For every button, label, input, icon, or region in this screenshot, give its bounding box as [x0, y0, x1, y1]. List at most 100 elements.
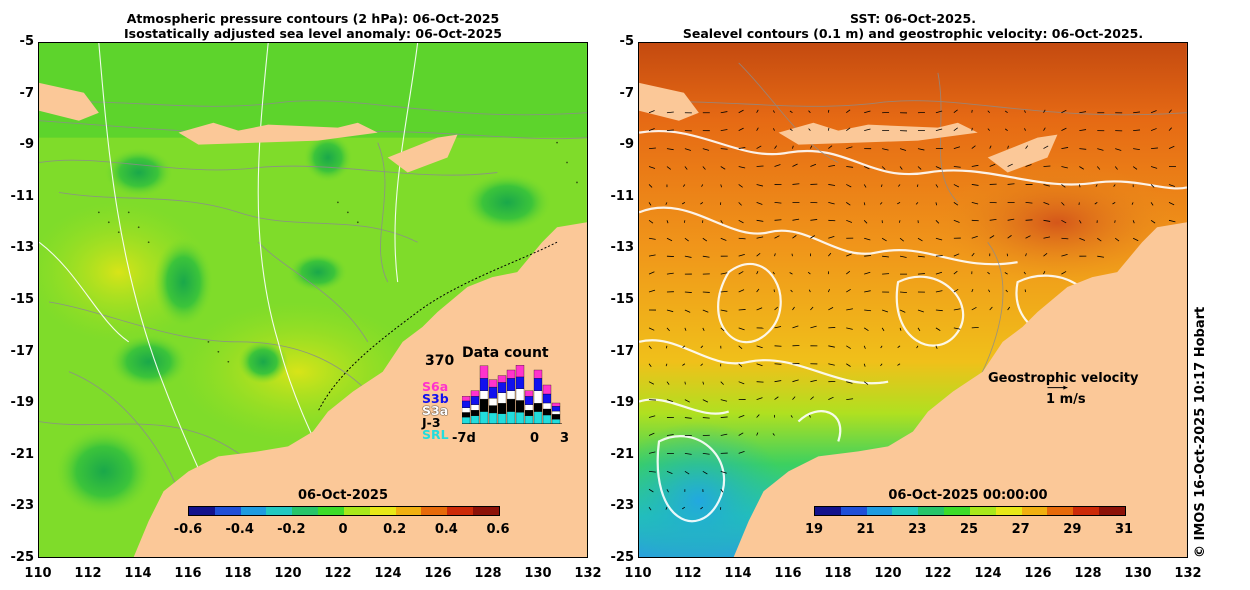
velocity-arrow [846, 345, 851, 349]
velocity-arrow [1007, 235, 1012, 239]
velocity-arrow [828, 201, 835, 205]
velocity-arrow [720, 327, 725, 332]
data-count-bar [470, 410, 480, 416]
data-count-bar [488, 386, 498, 399]
sealevel-contours [639, 130, 1187, 523]
velocity-arrow [828, 345, 835, 348]
velocity-arrow [789, 128, 793, 131]
velocity-arrow [881, 237, 887, 242]
data-count-xlabel-zero: 0 [530, 431, 540, 446]
velocity-arrow [700, 202, 704, 205]
velocity-arrow [720, 111, 728, 114]
velocity-arrow [774, 380, 782, 383]
velocity-arrow [1043, 127, 1046, 131]
lat-tick-8: -21 [10, 446, 35, 462]
velocity-arrow [684, 399, 690, 403]
velocity-arrow [828, 184, 836, 186]
velocity-arrow [935, 327, 941, 331]
velocity-arrow [756, 184, 764, 187]
velocity-arrow [880, 363, 883, 367]
data-count-bar [479, 398, 489, 412]
velocity-arrow [702, 399, 709, 403]
velocity-arrow [701, 184, 704, 187]
lon-tick-3: 116 [174, 566, 202, 581]
velocity-arrow [1061, 127, 1067, 132]
velocity-arrow [989, 163, 996, 167]
data-count-bars [462, 365, 562, 424]
data-count-bar [497, 375, 507, 383]
velocity-arrow [720, 184, 722, 188]
lat-tick-1: -7 [619, 85, 634, 101]
velocity-arrow [846, 184, 852, 188]
velocity-arrow [935, 128, 943, 132]
velocity-arrow [774, 326, 782, 329]
velocity-arrow [1132, 166, 1138, 170]
velocity-arrow [720, 470, 727, 474]
sla-low-3 [108, 333, 189, 390]
velocity-arrow [828, 235, 835, 239]
velocity-arrow [789, 272, 793, 275]
velocity-arrow [1133, 129, 1141, 132]
velocity-arrow [1007, 163, 1013, 167]
velocity-arrow [953, 202, 959, 206]
velocity-arrow [881, 166, 886, 170]
velocity-arrow [1131, 202, 1134, 205]
mission-label-s3b: S3b [422, 391, 449, 406]
data-count-bar [497, 392, 507, 404]
lon-tick-8: 126 [424, 566, 452, 581]
velocity-arrow [684, 237, 689, 242]
velocity-arrow [846, 327, 853, 330]
lon-tick-8: 126 [1024, 566, 1052, 581]
colorbar-swatch-1 [840, 507, 867, 515]
velocity-arrow [666, 148, 674, 151]
data-count-bar [542, 408, 552, 416]
velocity-arrow [897, 363, 901, 366]
data-count-xlabel-start: -7d [452, 431, 476, 446]
colorbar-swatch-7 [369, 507, 396, 515]
velocity-arrow [738, 289, 745, 293]
colorbar-swatch-8 [1021, 507, 1048, 515]
data-count-bar [515, 400, 525, 413]
velocity-arrow [863, 184, 867, 188]
velocity-arrow [810, 379, 817, 383]
lat-tick-0: -5 [19, 34, 34, 49]
data-count-bar [542, 393, 552, 404]
colorbar-swatch-6 [969, 507, 996, 515]
velocity-arrow [863, 202, 866, 206]
velocity-arrow [665, 345, 668, 349]
velocity-arrow [828, 363, 835, 366]
lat-tick-2: -9 [19, 137, 34, 153]
colorbar-tick-0: 19 [804, 522, 824, 537]
velocity-arrow [1133, 111, 1141, 114]
velocity-arrow [880, 345, 883, 349]
velocity-arrow [772, 110, 775, 113]
mission-label-srl: SRL [422, 427, 449, 442]
velocity-arrow [808, 110, 811, 113]
velocity-arrow [648, 271, 655, 275]
velocity-arrow [666, 220, 669, 224]
data-count-bar [506, 390, 516, 400]
velocity-arrow [666, 166, 672, 170]
velocity-arrow [882, 255, 889, 258]
lat-tick-7: -19 [10, 395, 35, 411]
data-count-bar [479, 378, 489, 391]
velocity-arrow [738, 109, 744, 114]
lat-tick-4: -13 [610, 240, 635, 256]
left-land-australia [133, 222, 587, 557]
velocity-arrow [792, 325, 799, 329]
velocity-arrow [683, 220, 686, 223]
velocity-arrow [1043, 236, 1051, 239]
velocity-arrow [1112, 202, 1116, 205]
data-count-bar [533, 369, 543, 379]
lon-tick-3: 116 [774, 566, 802, 581]
data-count-bar [515, 365, 525, 378]
velocity-arrow [666, 237, 673, 242]
velocity-arrow [953, 146, 961, 149]
colorbar-swatch-5 [944, 507, 970, 515]
lat-tick-7: -19 [610, 395, 635, 411]
right-colorbar-ticks: 19 21 23 25 27 29 31 [805, 522, 1133, 538]
lat-tick-0: -5 [619, 34, 634, 49]
velocity-arrow [1132, 237, 1139, 242]
velocity-arrow [700, 506, 704, 510]
lat-tick-6: -17 [610, 343, 635, 359]
